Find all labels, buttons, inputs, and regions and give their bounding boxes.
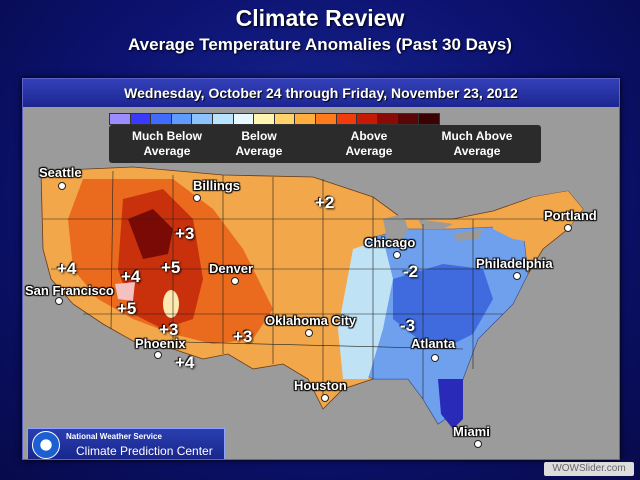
northeast-warm-region — [493, 191, 583, 244]
city-label-oklahoma-city: Oklahoma City — [265, 313, 357, 328]
noaa-logo-icon — [32, 431, 60, 459]
legend-swatch — [335, 113, 358, 125]
legend-label-below: Below Average — [235, 129, 283, 158]
extreme-hot-core — [128, 209, 173, 259]
city-label-atlanta: Atlanta — [411, 336, 456, 351]
legend-swatch — [211, 113, 234, 125]
city-label-chicago: Chicago — [364, 235, 416, 250]
center-label: Climate Prediction Center — [76, 444, 213, 458]
anomaly-label: +4 — [175, 353, 195, 372]
legend-swatch — [170, 113, 193, 125]
pink-spot — [115, 282, 135, 301]
city-marker — [58, 182, 66, 190]
header: Climate Review Average Temperature Anoma… — [0, 0, 640, 62]
anomaly-label: -3 — [400, 316, 416, 335]
florida-cool-region — [438, 379, 463, 429]
city-marker — [231, 277, 239, 285]
watermark: WOWSlider.com — [544, 462, 634, 476]
city-label-houston: Houston — [294, 378, 347, 393]
anomaly-label: -2 — [403, 262, 419, 281]
legend: Much Below Average Below Average Above A… — [109, 125, 541, 163]
city-label-seattle: Seattle — [39, 165, 82, 180]
legend-swatch — [253, 113, 275, 125]
anomaly-label: +3 — [233, 327, 253, 346]
legend-swatch — [397, 113, 419, 125]
city-label-san-francisco: San Francisco — [25, 283, 114, 298]
legend-swatch — [356, 113, 378, 125]
date-range-bar: Wednesday, October 24 through Friday, No… — [23, 79, 619, 107]
city-marker — [513, 272, 521, 280]
legend-swatch — [314, 113, 337, 125]
city-label-philadelphia: Philadelphia — [476, 256, 553, 271]
anomaly-label: +3 — [175, 224, 195, 243]
legend-swatch — [129, 113, 152, 125]
legend-swatch — [150, 113, 172, 125]
legend-swatch — [417, 113, 440, 125]
city-marker — [305, 329, 313, 337]
page-title: Climate Review — [235, 5, 405, 31]
city-label-miami: Miami — [453, 424, 490, 439]
city-label-portland: Portland — [544, 208, 597, 223]
anomaly-label: +2 — [315, 193, 335, 212]
legend-swatch — [109, 113, 131, 125]
map-panel: Wednesday, October 24 through Friday, No… — [22, 78, 620, 460]
city-marker — [564, 224, 572, 232]
city-label-denver: Denver — [209, 261, 254, 276]
state-borders — [43, 170, 583, 399]
pale-spot — [163, 290, 179, 318]
city-marker — [431, 354, 439, 362]
anomaly-label: +4 — [57, 259, 77, 278]
city-label-billings: Billings — [193, 178, 240, 193]
city-label-phoenix: Phoenix — [135, 336, 186, 351]
great-lakes — [383, 214, 483, 249]
strong-cool-region — [393, 264, 493, 349]
page-subtitle: Average Temperature Anomalies (Past 30 D… — [128, 35, 512, 54]
transition-light-region — [338, 239, 393, 379]
legend-label-much-below: Much Below Average — [131, 129, 202, 158]
city-marker — [55, 297, 63, 305]
legend-color-scale — [109, 113, 440, 125]
city-marker — [193, 194, 201, 202]
nws-credit-badge: National Weather Service Climate Predict… — [27, 428, 225, 459]
city-marker — [393, 251, 401, 259]
city-marker — [321, 394, 329, 402]
city-marker — [154, 351, 162, 359]
legend-swatch — [376, 113, 399, 125]
legend-swatch — [191, 113, 213, 125]
legend-swatch — [294, 113, 316, 125]
anomaly-label: +3 — [159, 320, 179, 339]
anomaly-label: +5 — [161, 258, 181, 277]
legend-label-above: Above Average — [345, 129, 393, 158]
legend-swatch — [232, 113, 255, 125]
legend-swatch — [273, 113, 296, 125]
anomaly-label: +5 — [117, 299, 137, 318]
city-marker — [474, 440, 482, 448]
anomaly-label: +4 — [121, 267, 141, 286]
agency-label: National Weather Service — [66, 432, 162, 441]
legend-label-much-above: Much Above Average — [441, 129, 513, 158]
